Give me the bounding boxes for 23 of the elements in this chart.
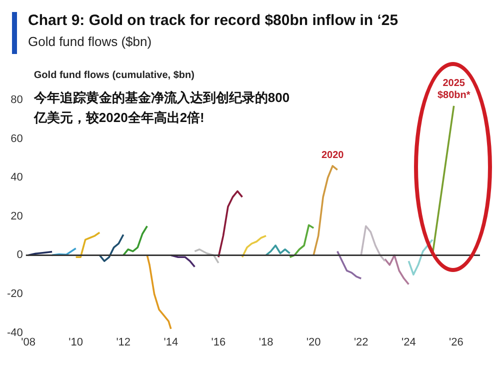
y-axis-title: Gold fund flows (cumulative, $bn) — [34, 70, 194, 81]
annotation: 2020 — [321, 150, 344, 161]
y-tick-label: 60 — [10, 132, 23, 145]
x-tick-label: '24 — [402, 336, 416, 348]
x-tick-label: '22 — [354, 336, 368, 348]
annotation: 今年追踪黄金的基金净流入达到创纪录的800亿美元，较2020全年高出2倍! — [32, 90, 290, 125]
y-tick-label: 0 — [16, 249, 23, 262]
chart-subtitle: Gold fund flows ($bn) — [28, 34, 152, 49]
y-tick-label: -20 — [6, 288, 23, 300]
y-tick-label: -40 — [6, 326, 23, 339]
annotation: 2025 $80bn* — [437, 78, 470, 101]
y-tick-label: 20 — [10, 210, 23, 222]
x-tick-label: '10 — [68, 336, 83, 348]
x-tick-label: '18 — [258, 336, 274, 348]
x-tick-label: '12 — [116, 336, 131, 348]
y-tick-label: 40 — [10, 172, 23, 184]
x-tick-label: '26 — [449, 336, 464, 348]
x-tick-label: '20 — [306, 336, 321, 348]
x-tick-label: '08 — [21, 336, 36, 348]
x-tick-label: '14 — [164, 336, 178, 348]
chart-title: Chart 9: Gold on track for record $80bn inflow in ‘25 — [28, 12, 398, 29]
x-tick-label: '16 — [211, 336, 226, 348]
y-tick-label: 80 — [10, 94, 23, 106]
